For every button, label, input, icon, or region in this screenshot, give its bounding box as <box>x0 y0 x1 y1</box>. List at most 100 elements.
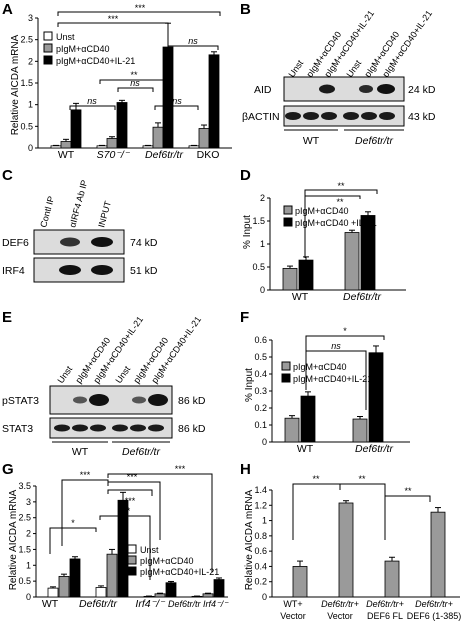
y-tick-label: 0.2 <box>254 577 267 587</box>
blot-group-label: WT <box>72 446 89 458</box>
bar <box>300 395 316 443</box>
y-tick-label: 0.6 <box>254 546 267 556</box>
panel-h-group-label: Def6tr/tr+ <box>415 599 453 609</box>
legend-swatch-cd40 <box>283 205 293 215</box>
bar <box>96 145 108 149</box>
band <box>361 112 377 120</box>
blot-group-label: Def6tr/tr <box>122 446 160 458</box>
band <box>90 424 106 432</box>
sig-label: *** <box>135 3 146 13</box>
y-tick-label: 2.5 <box>18 513 31 523</box>
panel-letter-e: E <box>2 309 12 326</box>
legend-label-il21: pIgM+αCD40+IL-21 <box>56 56 135 66</box>
legend-swatch-cd40 <box>127 555 137 565</box>
panel-letter-g: G <box>2 461 14 478</box>
panel-g-group-label: Def6tr/tr Irf4⁻/⁻ <box>168 599 229 609</box>
sig-bracket <box>167 45 219 50</box>
sig-bracket <box>99 515 151 580</box>
bar <box>95 587 107 598</box>
band <box>89 394 109 406</box>
panel-f-group-label: Def6tr/tr <box>355 443 393 455</box>
band <box>112 424 128 432</box>
band <box>321 112 337 120</box>
y-tick-label: 3 <box>26 497 31 507</box>
y-tick-label: 1.4 <box>254 485 267 495</box>
panel-letter-d: D <box>240 167 251 184</box>
sig-bracket <box>99 79 169 84</box>
y-tick-label: 1 <box>26 560 31 570</box>
blot-size-label: 86 kD <box>178 395 206 407</box>
bar <box>152 126 164 149</box>
panel-a-ylabel: Relative AICDA mRNA <box>10 34 21 135</box>
bar <box>106 138 118 149</box>
sig-label: ns <box>188 36 198 46</box>
band <box>91 265 113 275</box>
bar <box>165 582 177 598</box>
panel-g-chart: 0 0.5 1 1.5 2 2.5 3 3.5 <box>18 481 228 602</box>
legend-label-cd40: pIgM+αCD40 <box>295 206 348 216</box>
y-tick-label: 0.6 <box>254 335 267 345</box>
legend-label-il21: pIgM+αCD40+IL-21 <box>140 567 219 577</box>
sig-label: ns <box>172 96 182 106</box>
y-tick-label: 0 <box>262 592 267 602</box>
band <box>132 396 146 404</box>
sig-label: ns <box>87 96 97 106</box>
y-tick-label: 0.3 <box>254 386 267 396</box>
blot-size-label: 86 kD <box>178 423 206 435</box>
panel-g: Relative AICDA mRNA 00.511.522.533.5 Uns… <box>8 464 229 610</box>
sig-bracket <box>107 481 161 540</box>
panel-letter-h: H <box>240 461 251 478</box>
sig-label: * <box>343 326 347 336</box>
y-tick-label: 1.2 <box>254 500 267 510</box>
sig-label: ** <box>130 70 138 80</box>
lane-label: Unst <box>55 364 74 385</box>
bar <box>298 259 314 291</box>
panel-d: % Input 0 0.5 1 1.5 2 pIgM+αCD40 pIgM+αCD40 … <box>242 181 406 303</box>
panel-g-ylabel: Relative AICDA mRNA <box>8 489 19 590</box>
bar <box>338 502 354 598</box>
bar <box>198 128 210 149</box>
bar <box>116 102 128 149</box>
blot-row-label: IRF4 <box>2 265 25 277</box>
sig-label: *** <box>125 496 136 506</box>
sig-bracket <box>61 479 109 546</box>
blot-row-label: DEF6 <box>2 237 29 249</box>
panel-d-group-label: Def6tr/tr <box>343 291 381 303</box>
panel-f: % Input 0 0.1 0.2 0.3 0.4 0.5 0.6 pIgM+αCD40 p… <box>244 326 410 455</box>
bar <box>58 575 70 598</box>
bar <box>202 593 214 598</box>
y-tick-label: 0 <box>260 285 265 295</box>
y-tick-label: 0 <box>28 143 33 153</box>
y-tick-label: 2 <box>260 193 265 203</box>
band <box>54 424 70 432</box>
panel-a-group-label: Def6tr/tr <box>145 149 183 161</box>
bar <box>352 418 368 443</box>
blot-row-label: AID <box>254 84 272 96</box>
blot-row-label: STAT3 <box>2 423 33 435</box>
legend-label-cd40: pIgM+αCD40 <box>293 362 346 372</box>
legend-swatch-il21 <box>43 55 53 65</box>
legend-swatch-il21 <box>283 217 293 227</box>
panel-a-group-label: WT <box>58 149 75 161</box>
bar <box>142 145 154 149</box>
y-tick-label: 0.4 <box>254 561 267 571</box>
band <box>60 237 80 247</box>
sig-label: ** <box>312 474 320 484</box>
panel-a-legend: Unst pIgM+αCD40 pIgM+αCD40+IL-21 <box>43 31 135 66</box>
panel-h-group-label: Def6tr/tr+ <box>321 599 359 609</box>
sig-bracket <box>304 189 378 258</box>
lane-label: INPUT <box>96 199 113 228</box>
band <box>148 394 168 406</box>
panel-h-group-sublabel: DEF6 FL <box>367 611 403 621</box>
panel-h-ylabel: Relative AICDA mRNA <box>244 489 255 590</box>
y-tick-label: 2 <box>28 56 33 66</box>
lane-label: Contl IP <box>38 195 56 229</box>
y-tick-label: 1 <box>260 239 265 249</box>
legend-swatch-cd40 <box>281 361 291 371</box>
panel-b-lane-labels: Unst pIgM+αCD40 pIgM+αCD40+IL-21 Unst pI… <box>286 8 434 79</box>
lane-label: Unst <box>286 58 305 79</box>
band <box>148 424 164 432</box>
y-tick-label: 0.1 <box>254 420 267 430</box>
legend-label-unst: Unst <box>56 32 75 42</box>
y-tick-label: 0.2 <box>254 403 267 413</box>
